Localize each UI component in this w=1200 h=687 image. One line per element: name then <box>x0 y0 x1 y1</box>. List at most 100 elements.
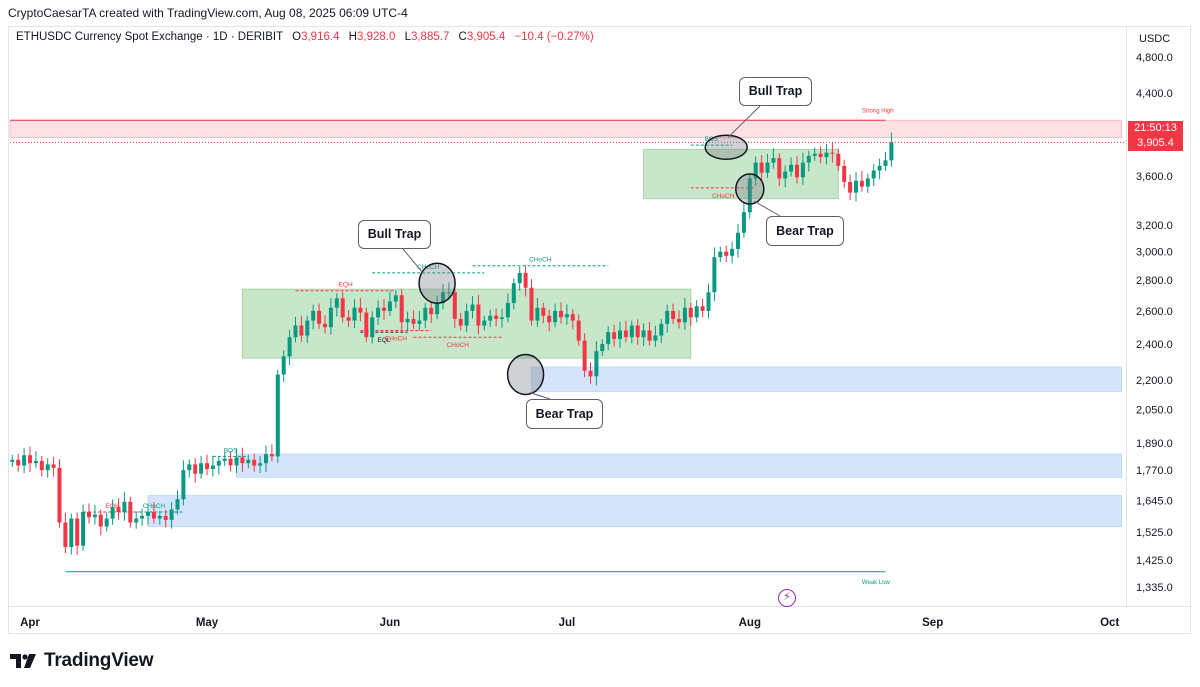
candle <box>889 132 894 167</box>
open-label: O <box>292 31 302 43</box>
candle <box>818 146 823 164</box>
candle <box>865 173 870 193</box>
candle-body <box>765 162 770 173</box>
candle <box>28 446 32 473</box>
tradingview-logo[interactable]: TradingView <box>10 650 154 672</box>
candle <box>883 151 888 171</box>
candle <box>364 307 369 343</box>
candle-body <box>429 307 434 315</box>
candle <box>87 503 91 524</box>
candle-body <box>570 314 575 321</box>
symbol-title[interactable]: ETHUSDC Currency Spot Exchange · 1D · DE… <box>16 31 283 43</box>
candle <box>517 266 522 291</box>
candle <box>600 339 605 357</box>
candle-body <box>193 464 198 474</box>
y-tick-label: 4,400.0 <box>1136 88 1173 100</box>
candle-body <box>494 315 499 319</box>
candle-body <box>629 325 634 338</box>
candle <box>92 504 97 525</box>
candle-body <box>352 307 357 321</box>
candle <box>505 293 510 323</box>
candle-body <box>771 158 776 163</box>
candle-body <box>45 464 50 471</box>
candle-body <box>824 152 829 158</box>
candle-body <box>199 463 204 474</box>
structure-label-2: BOS <box>224 447 238 454</box>
candle-body <box>553 310 558 323</box>
tradingview-logo-text: TradingView <box>44 650 154 671</box>
y-tick-label: 2,600.0 <box>1136 306 1173 318</box>
candle <box>228 451 233 472</box>
candle-body <box>736 232 740 249</box>
candle <box>252 453 257 472</box>
candle-body <box>612 332 617 339</box>
candle <box>706 283 711 319</box>
candle <box>594 341 599 386</box>
candle <box>234 448 239 474</box>
bear-trap-callout-2: Bear Trap <box>766 216 844 246</box>
structure-label-3: EQH <box>339 282 353 289</box>
candle <box>606 326 611 351</box>
candle-body <box>376 307 381 318</box>
candle-body <box>128 501 133 523</box>
candle <box>317 303 322 329</box>
candle <box>629 320 634 344</box>
y-tick-label: 3,000.0 <box>1136 247 1173 259</box>
callout-pointer-0 <box>402 248 424 274</box>
candle-body <box>399 295 404 323</box>
candle-body <box>287 337 292 357</box>
lightning-icon[interactable]: ⚡ <box>778 589 796 607</box>
candle-body <box>677 318 681 323</box>
candle <box>612 324 617 347</box>
candle <box>140 508 145 527</box>
candle-body <box>541 307 546 316</box>
candle-body <box>854 180 858 193</box>
candle-body <box>234 457 239 466</box>
candle <box>264 445 268 473</box>
candle <box>741 202 746 238</box>
candle <box>358 297 363 322</box>
candle <box>759 155 764 182</box>
candle-body <box>205 463 209 470</box>
countdown-tag: 21:50:13 <box>1128 121 1183 136</box>
candle <box>199 455 204 479</box>
candle-body <box>806 155 811 163</box>
candle <box>393 290 398 308</box>
currency-label[interactable]: USDC <box>1139 33 1171 45</box>
candle-body <box>98 514 103 527</box>
candle <box>541 302 546 324</box>
candle <box>293 316 298 343</box>
last-price-tag: 3,905.4 <box>1128 136 1183 151</box>
candle <box>305 315 310 344</box>
candle <box>582 333 587 378</box>
candle-body <box>446 292 451 294</box>
high-label: H <box>348 31 357 43</box>
candle-body <box>559 310 563 318</box>
candle-body <box>859 180 864 187</box>
candle <box>441 283 445 310</box>
candle <box>22 447 27 474</box>
candle-body <box>151 512 156 519</box>
candle-body <box>146 512 150 516</box>
candle-body <box>240 457 245 464</box>
candle-body <box>311 310 316 321</box>
symbol-legend: ETHUSDC Currency Spot Exchange · 1D · DE… <box>16 31 594 43</box>
candle-body <box>523 272 528 288</box>
low-label: L <box>404 31 411 43</box>
y-tick-label: 1,645.0 <box>1136 496 1173 508</box>
candle <box>269 444 274 462</box>
candle-body <box>500 317 504 319</box>
candle <box>653 325 658 347</box>
candle <box>281 350 286 383</box>
candle <box>806 151 811 172</box>
candle <box>16 453 21 472</box>
candle <box>169 502 174 529</box>
candle-body <box>877 165 882 171</box>
candle-body <box>441 292 445 304</box>
candle-body <box>246 459 251 464</box>
structure-label-10: CHoCH <box>712 193 735 200</box>
chart-frame <box>8 26 1191 634</box>
y-tick-label: 1,890.0 <box>1136 438 1173 450</box>
candle <box>216 455 221 475</box>
